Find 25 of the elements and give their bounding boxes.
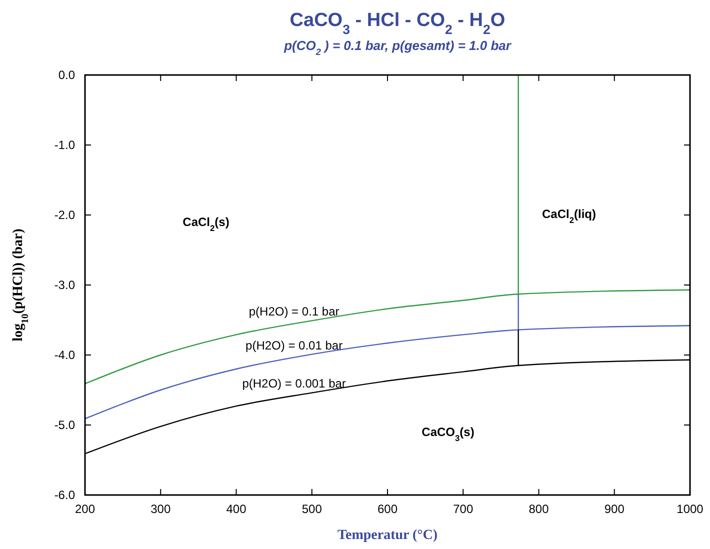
series-label: p(H2O) = 0.01 bar (246, 338, 343, 353)
chart-subtitle: p(CO$_{2}$ ) = 0.1 bar, p(gesamt) = 1.0 bar (283, 38, 512, 57)
y-tick-label: 0.0 (58, 68, 76, 82)
series-label: p(H2O) = 0.001 bar (242, 376, 346, 390)
y-tick-label: -3.0 (54, 278, 76, 292)
x-tick-label: 500 (302, 502, 322, 516)
x-tick-label: 300 (150, 502, 171, 516)
annotation: CaCO$_{3}$(s) (422, 425, 474, 444)
x-tick-label: 800 (528, 502, 550, 516)
series-label: p(H2O) = 0.1 bar (248, 304, 340, 319)
chart-title: CaCO$_{3}$ - HCl - CO$_{2}$ - H$_{2}$O (290, 10, 506, 36)
x-tick-label: 600 (377, 502, 398, 516)
x-tick-label: 700 (453, 502, 474, 516)
x-tick-label: 400 (226, 502, 247, 516)
x-tick-label: 900 (604, 502, 625, 516)
x-axis-title: Temperatur (°C) (337, 528, 438, 543)
y-tick-label: -5.0 (54, 418, 76, 432)
y-tick-label: -1.0 (54, 138, 76, 152)
y-tick-label: -6.0 (54, 488, 76, 502)
x-tick-label: 1000 (676, 502, 704, 516)
y-tick-label: -2.0 (54, 208, 76, 222)
annotation: CaCl$_{2}$(liq) (542, 206, 596, 225)
annotation: CaCl$_{2}$(s) (182, 215, 230, 234)
y-tick-label: -4.0 (54, 348, 76, 362)
x-tick-label: 200 (74, 502, 96, 516)
